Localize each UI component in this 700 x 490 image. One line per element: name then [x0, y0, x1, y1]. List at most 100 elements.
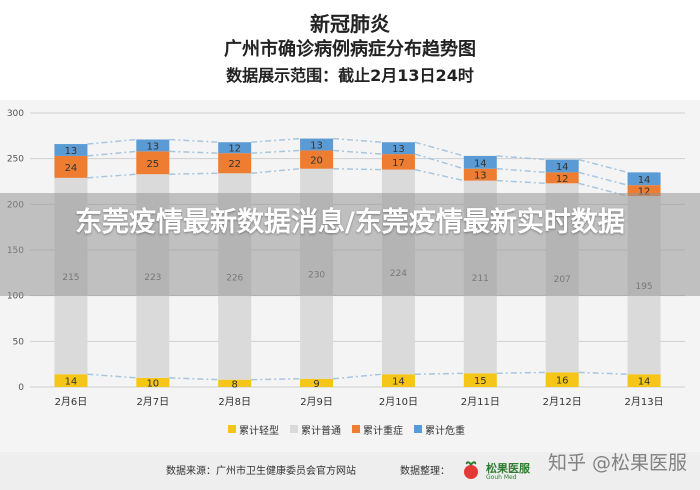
trend-line — [496, 155, 546, 161]
bar-segment — [300, 378, 334, 387]
bar-segment — [381, 142, 415, 155]
x-tick-label: 2月10日 — [379, 396, 418, 408]
x-tick-label: 2月9日 — [300, 396, 333, 408]
trend-line — [578, 371, 628, 375]
data-label: 14 — [474, 158, 487, 169]
trend-line — [169, 138, 219, 143]
data-label: 13 — [392, 144, 405, 155]
data-label: 14 — [638, 175, 651, 186]
trend-line — [87, 138, 137, 145]
bar-segment — [300, 138, 334, 151]
pinecone-logo-icon — [464, 461, 478, 479]
trend-line — [87, 173, 137, 179]
data-label: 12 — [228, 144, 241, 155]
data-label: 16 — [556, 376, 569, 387]
data-label: 22 — [228, 159, 241, 170]
y-tick-label: 100 — [7, 292, 24, 302]
trend-line — [87, 150, 137, 157]
bar-segment — [54, 374, 88, 387]
bar-segment — [463, 155, 497, 169]
trend-line — [496, 179, 546, 185]
trend-line — [332, 373, 383, 380]
data-label: 14 — [556, 162, 569, 173]
bar-segment — [545, 159, 579, 173]
trend-line — [251, 137, 301, 143]
trend-line — [414, 372, 464, 375]
data-label: 9 — [313, 379, 319, 390]
data-label: 12 — [638, 187, 651, 198]
y-tick-label: 250 — [7, 155, 24, 165]
data-label: 10 — [146, 378, 159, 389]
data-label: 8 — [232, 379, 238, 390]
trend-line — [333, 137, 382, 143]
trend-line — [169, 377, 219, 381]
legend-swatch — [228, 425, 236, 433]
bar-segment — [136, 139, 170, 152]
data-label: 13 — [146, 141, 159, 152]
data-label: 13 — [65, 146, 78, 157]
legend-label: 累计轻型 — [239, 426, 279, 437]
x-tick-label: 2月11日 — [461, 396, 500, 408]
x-tick-label: 2月6日 — [55, 396, 88, 408]
trend-line — [251, 167, 301, 175]
legend-label: 累计危重 — [425, 426, 465, 437]
trend-line — [169, 172, 219, 175]
bar-segment — [381, 374, 415, 387]
bar-segment — [381, 154, 415, 170]
bar-segment — [545, 172, 579, 184]
zhihu-watermark: 知乎 @松果医服 — [548, 452, 688, 474]
bar-segment — [627, 172, 661, 186]
trend-line — [414, 141, 465, 157]
headline-text[interactable]: 东莞疫情最新数据消息/东莞疫情最新实时数据 — [75, 207, 625, 238]
trend-line — [169, 150, 219, 154]
bar-segment — [545, 372, 579, 387]
trend-line — [251, 378, 301, 381]
trend-line — [578, 158, 628, 174]
data-label: 14 — [392, 377, 405, 388]
x-tick-label: 2月13日 — [625, 396, 664, 408]
bar-segment — [218, 379, 252, 387]
data-label: 14 — [638, 377, 651, 388]
trend-line — [333, 167, 382, 171]
legend-label: 累计普通 — [301, 426, 341, 437]
trend-line — [87, 373, 137, 379]
logo-name: 松果医服 — [486, 462, 530, 475]
footer-bar — [0, 452, 700, 490]
logo-subtitle: Gouh Med — [486, 474, 517, 481]
legend-swatch — [414, 425, 422, 433]
legend-swatch — [290, 425, 298, 433]
data-label: 13 — [474, 171, 487, 182]
chart-title-line1: 新冠肺炎 — [310, 12, 390, 36]
bar-segment — [627, 374, 661, 387]
headline-banner — [0, 193, 700, 296]
y-tick-label: 300 — [7, 109, 24, 119]
trend-line — [333, 149, 382, 155]
x-tick-label: 2月12日 — [543, 396, 582, 408]
data-label: 13 — [310, 141, 323, 152]
bar-segment — [218, 142, 252, 154]
trend-line — [496, 167, 546, 174]
data-label: 24 — [65, 163, 78, 174]
y-tick-label: 0 — [18, 383, 24, 393]
data-label: 20 — [310, 156, 323, 167]
bar-segment — [463, 373, 497, 387]
data-label: 25 — [146, 159, 159, 170]
bar-segment — [300, 150, 334, 169]
trend-line — [414, 168, 464, 182]
legend-swatch — [352, 425, 360, 433]
chart-title-line2: 广州市确诊病例病症分布趋势图 — [224, 39, 476, 60]
data-label: 14 — [65, 377, 78, 388]
x-tick-label: 2月7日 — [136, 396, 169, 408]
chart-header: 新冠肺炎 广州市确诊病例病症分布趋势图 数据展示范围：截止2月13日24时 — [0, 0, 700, 100]
bar-segment — [54, 144, 88, 156]
bar-segment — [136, 377, 170, 387]
trend-line — [414, 153, 465, 170]
bar-segment — [627, 185, 661, 197]
x-tick-label: 2月8日 — [218, 396, 251, 408]
data-compiler-label: 数据整理： — [400, 466, 450, 477]
data-label: 17 — [392, 158, 405, 169]
y-tick-label: 50 — [13, 337, 25, 347]
legend-label: 累计重症 — [363, 426, 403, 437]
bar-segment — [218, 153, 252, 174]
bar-segment — [136, 151, 170, 175]
